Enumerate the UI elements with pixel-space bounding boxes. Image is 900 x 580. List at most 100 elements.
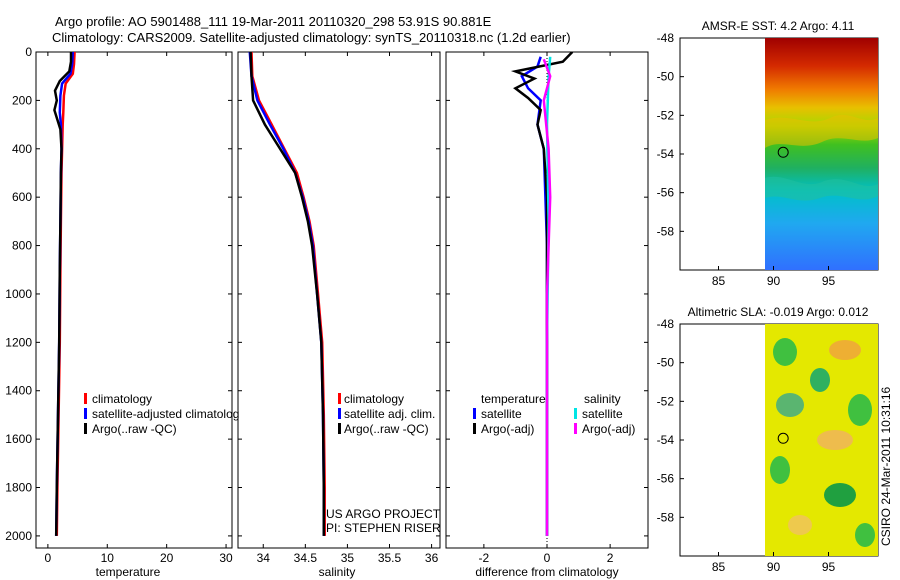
temperature-legend: climatology satellite-adjusted climatolo… [84, 392, 239, 436]
map-y-tick-label: -52 [657, 108, 675, 122]
temperature-xlabel: temperature [96, 565, 161, 579]
project-credit: US ARGO PROJECT [326, 507, 441, 521]
argo-location-marker [777, 432, 789, 444]
sla-map-ticks: 85 90 95 -48 -50 -52 -54 -56 -58 [657, 317, 836, 574]
header-line1: Argo profile: AO 5901488_111 19-Mar-2011… [55, 14, 492, 29]
sla-feature [848, 394, 872, 426]
csiro-timestamp: CSIRO 24-Mar-2011 10:31:16 [879, 386, 893, 546]
legend-label: Argo(..raw -QC) [92, 422, 177, 436]
legend-swatch-temp-argo [473, 423, 476, 434]
y-tick-label: 1800 [5, 481, 32, 495]
x-tick-label: 0 [544, 551, 551, 565]
legend-label: Argo(..raw -QC) [344, 422, 429, 436]
legend-label: satellite [481, 407, 522, 421]
pi-credit: PI: STEPHEN RISER [326, 521, 441, 535]
sla-feature [770, 456, 790, 484]
y-tick-label: 1400 [5, 384, 32, 398]
x-tick-label: 30 [219, 551, 233, 565]
map-y-tick-label: -48 [657, 31, 675, 45]
y-tick-label: 600 [12, 190, 32, 204]
map-x-tick-label: 85 [712, 274, 726, 288]
y-tick-label: 800 [12, 239, 32, 253]
temperature-axis-ticks: 0 10 20 30 [45, 52, 233, 565]
series-line-2 [53, 52, 73, 536]
sla-feature [817, 430, 853, 450]
legend-label: satellite-adjusted climatolog [92, 407, 239, 421]
y-tick-label: 1200 [5, 335, 32, 349]
sst-field-fill [765, 38, 878, 270]
sla-feature [855, 523, 875, 547]
legend-label: satellite adj. clim. [344, 407, 435, 421]
salinity-legend: climatology satellite adj. clim. Argo(..… [338, 392, 435, 436]
map-y-tick-label: -54 [657, 433, 675, 447]
legend-swatch-sal-satellite [574, 408, 577, 419]
legend-swatch-argo [338, 423, 341, 434]
y-tick-label: 1600 [5, 432, 32, 446]
legend-label: climatology [344, 392, 404, 406]
map-y-tick-label: -54 [657, 147, 675, 161]
legend-swatch-satellite [338, 408, 341, 419]
map-x-tick-label: 90 [767, 560, 781, 574]
legend-header-salinity: salinity [584, 392, 621, 406]
legend-label: climatology [92, 392, 152, 406]
map-y-tick-label: -52 [657, 394, 675, 408]
sla-feature [824, 483, 856, 507]
sla-feature [810, 368, 830, 392]
legend-swatch-argo [84, 423, 87, 434]
sla-map-title: Altimetric SLA: -0.019 Argo: 0.012 [688, 305, 869, 319]
x-tick-label: 10 [101, 551, 115, 565]
depth-axis-ticks: 0 200 400 600 800 1000 1200 1400 1600 1800 2000 [5, 45, 648, 543]
x-tick-label: 35.5 [378, 551, 402, 565]
legend-header-temperature: temperature [481, 392, 546, 406]
map-y-tick-label: -48 [657, 317, 675, 331]
y-tick-label: 0 [25, 45, 32, 59]
y-tick-label: 400 [12, 142, 32, 156]
x-tick-label: 20 [160, 551, 174, 565]
difference-legend: temperature salinity satellite Argo(-adj… [473, 392, 635, 436]
legend-label: Argo(-adj) [582, 422, 635, 436]
argo-location-marker [777, 146, 789, 158]
map-y-tick-label: -56 [657, 472, 675, 486]
map-y-tick-label: -56 [657, 186, 675, 200]
x-tick-label: -2 [479, 551, 490, 565]
map-x-tick-label: 95 [822, 274, 836, 288]
map-x-tick-label: 90 [767, 274, 781, 288]
x-tick-label: 2 [607, 551, 614, 565]
salinity-lines [248, 52, 326, 536]
series-line-2 [249, 52, 326, 536]
map-y-tick-label: -50 [657, 356, 675, 370]
sla-feature [773, 338, 797, 366]
map-y-tick-label: -50 [657, 70, 675, 84]
legend-swatch-satellite [84, 408, 87, 419]
header-line2: Climatology: CARS2009. Satellite-adjuste… [52, 30, 571, 45]
x-tick-label: 34 [257, 551, 271, 565]
salinity-xlabel: salinity [319, 565, 356, 579]
map-x-tick-label: 95 [822, 560, 836, 574]
legend-swatch-sal-argo [574, 423, 577, 434]
x-tick-label: 36 [425, 551, 439, 565]
x-tick-label: 35 [341, 551, 355, 565]
sla-feature [776, 393, 804, 417]
map-x-tick-label: 85 [712, 560, 726, 574]
salinity-panel [237, 51, 441, 549]
sla-field [765, 324, 878, 556]
temperature-panel [35, 51, 233, 549]
legend-label: Argo(-adj) [481, 422, 534, 436]
y-tick-label: 2000 [5, 529, 32, 543]
map-y-tick-label: -58 [657, 510, 675, 524]
difference-axis-ticks: -2 0 2 [479, 52, 614, 565]
sst-field [765, 38, 878, 270]
legend-label: satellite [582, 407, 623, 421]
sst-map-ticks: 85 90 95 -48 -50 -52 -54 -56 -58 [657, 31, 836, 288]
x-tick-label: 0 [45, 551, 52, 565]
sst-feature [765, 114, 878, 148]
legend-swatch-climatology [338, 393, 341, 404]
sst-map-title: AMSR-E SST: 4.2 Argo: 4.11 [702, 19, 855, 33]
y-tick-label: 1000 [5, 287, 32, 301]
salinity-axis-ticks: 34 34.5 35 35.5 36 [257, 52, 439, 565]
legend-swatch-temp-satellite [473, 408, 476, 419]
sla-feature [829, 340, 861, 360]
sst-feature [765, 176, 878, 201]
difference-xlabel: difference from climatology [475, 565, 618, 579]
